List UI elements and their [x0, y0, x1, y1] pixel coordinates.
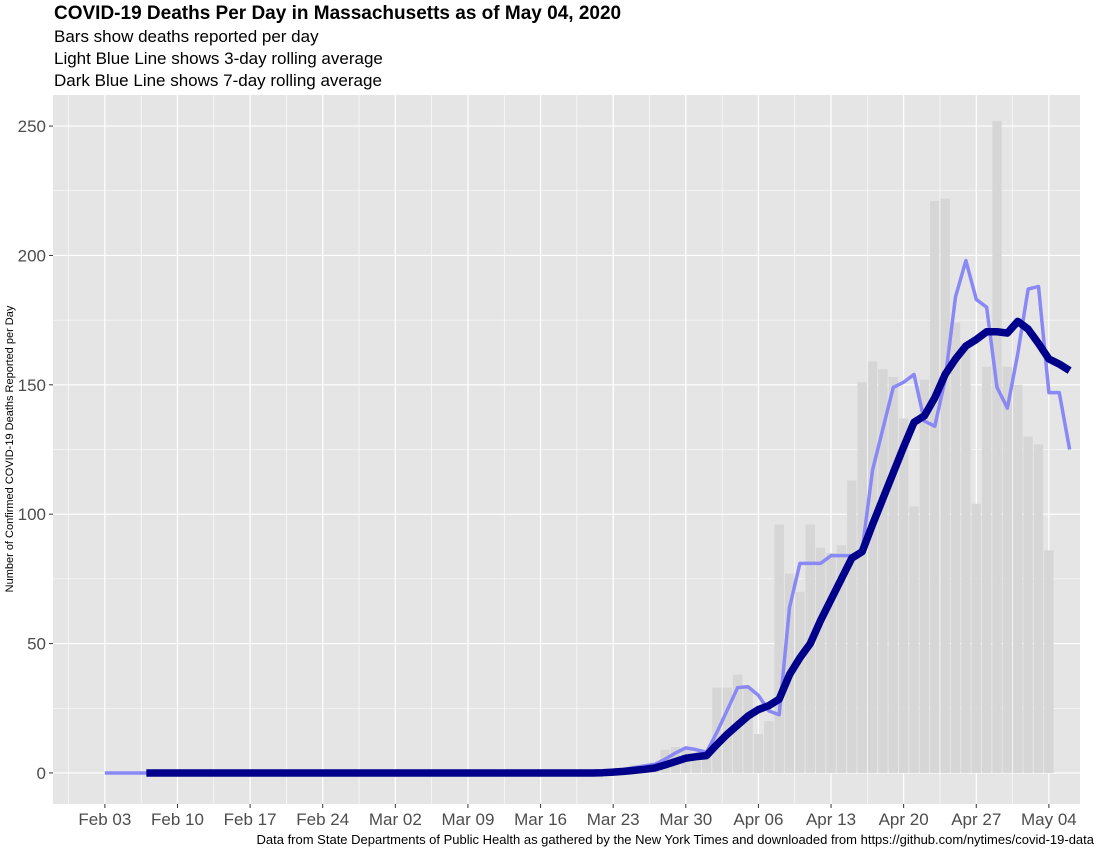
- daily-bar: [950, 322, 961, 773]
- x-tick-label: Feb 03: [78, 810, 131, 829]
- daily-bar: [691, 754, 701, 773]
- y-tick-label: 250: [18, 117, 46, 136]
- daily-bar: [774, 524, 784, 773]
- daily-bar: [701, 754, 712, 773]
- minor-gridlines: [53, 95, 1080, 804]
- major-gridlines: [53, 95, 1080, 804]
- chart-subtitle-7day: Dark Blue Line shows 7-day rolling avera…: [54, 71, 382, 90]
- x-tick-label: Apr 20: [879, 810, 929, 829]
- y-tick-label: 0: [37, 764, 46, 783]
- daily-bar: [919, 379, 930, 773]
- y-axis-label: Number of Confirmed COVID-19 Deaths Repo…: [4, 305, 16, 592]
- y-tick-label: 200: [18, 246, 46, 265]
- data-source-caption: Data from State Departments of Public He…: [256, 832, 1095, 847]
- daily-bar: [1013, 384, 1023, 773]
- daily-bar: [867, 361, 878, 773]
- x-tick-label: Mar 23: [587, 810, 640, 829]
- x-tick-label: Feb 17: [224, 810, 277, 829]
- x-tick-label: Apr 27: [951, 810, 1001, 829]
- y-tick-label: 150: [18, 376, 46, 395]
- x-tick-label: Mar 30: [659, 810, 712, 829]
- daily-bar: [1002, 366, 1013, 773]
- chart-subtitle-bars: Bars show deaths reported per day: [54, 27, 319, 46]
- daily-bar: [992, 120, 1002, 773]
- daily-bar: [909, 506, 919, 773]
- daily-bar: [940, 198, 950, 773]
- daily-bar: [836, 545, 847, 773]
- y-tick-label: 100: [18, 505, 46, 524]
- daily-bar: [764, 721, 774, 773]
- daily-bar: [878, 369, 888, 773]
- daily-bar: [743, 687, 753, 773]
- daily-death-bars: [598, 120, 1054, 773]
- daily-bar: [971, 503, 981, 773]
- daily-bar: [930, 201, 940, 773]
- daily-bar: [795, 591, 805, 773]
- daily-bar: [961, 345, 971, 773]
- x-tick-label: Mar 02: [369, 810, 422, 829]
- x-axis: Feb 03 Feb 10 Feb 17 Feb 24 Mar 02 Mar 09 Mar …: [78, 804, 1077, 829]
- daily-bar: [898, 418, 909, 773]
- x-tick-label: Apr 13: [806, 810, 856, 829]
- daily-bar: [826, 553, 836, 773]
- daily-bar: [981, 366, 992, 773]
- x-tick-label: Feb 24: [296, 810, 349, 829]
- daily-bar: [888, 377, 898, 773]
- x-tick-label: Mar 16: [514, 810, 567, 829]
- daily-bar: [815, 547, 826, 773]
- y-tick-label: 50: [27, 635, 46, 654]
- chart-subtitle-3day: Light Blue Line shows 3-day rolling aver…: [54, 49, 383, 68]
- chart-title: COVID-19 Deaths Per Day in Massachusetts…: [54, 3, 622, 24]
- y-axis: 0 50 100 150 200 250: [18, 117, 53, 783]
- daily-bar: [857, 382, 867, 773]
- daily-bar: [1023, 436, 1033, 773]
- daily-bar: [1033, 444, 1044, 773]
- daily-bar: [753, 734, 764, 773]
- x-tick-label: May 04: [1021, 810, 1077, 829]
- x-tick-label: Apr 06: [733, 810, 783, 829]
- daily-bar: [847, 480, 857, 773]
- rolling-7day-line: [146, 317, 1072, 777]
- rolling-average-lines: [104, 258, 1072, 777]
- x-tick-label: Mar 09: [441, 810, 494, 829]
- x-tick-label: Feb 10: [151, 810, 204, 829]
- daily-bar: [1044, 550, 1054, 773]
